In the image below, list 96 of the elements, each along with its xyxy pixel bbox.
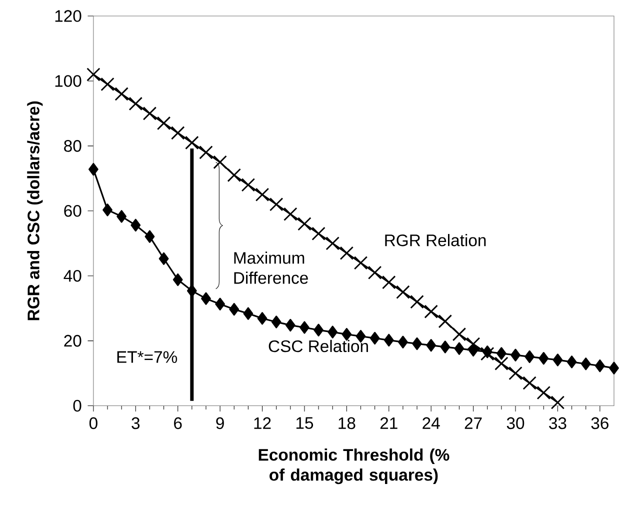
point bbox=[102, 204, 112, 216]
point bbox=[172, 273, 183, 286]
point bbox=[452, 328, 466, 342]
point bbox=[594, 360, 605, 372]
point bbox=[255, 188, 270, 202]
x-tick-label: 24 bbox=[422, 417, 440, 429]
point bbox=[185, 136, 199, 150]
point bbox=[410, 295, 424, 309]
point bbox=[144, 230, 155, 243]
point bbox=[494, 356, 508, 370]
point bbox=[257, 312, 268, 325]
point bbox=[440, 340, 450, 354]
point bbox=[466, 337, 480, 351]
x-tick-label: 12 bbox=[254, 417, 271, 429]
x-tick-label: 3 bbox=[132, 417, 140, 430]
y-tick-label: 40 bbox=[64, 270, 82, 282]
point bbox=[300, 321, 310, 334]
point bbox=[482, 346, 492, 358]
point bbox=[213, 155, 227, 170]
point bbox=[426, 339, 436, 352]
point bbox=[229, 303, 240, 316]
point bbox=[130, 218, 141, 232]
point bbox=[285, 318, 296, 332]
point bbox=[312, 226, 326, 241]
point bbox=[522, 376, 536, 390]
x-tick-label: 0 bbox=[89, 417, 98, 430]
y-tick-label: 20 bbox=[64, 334, 82, 347]
point bbox=[566, 356, 577, 368]
y-tick-label: 100 bbox=[55, 75, 82, 87]
point bbox=[382, 276, 396, 290]
x-tick-label: 18 bbox=[338, 417, 356, 430]
point bbox=[201, 292, 211, 305]
series-label: RGR Relation bbox=[385, 234, 486, 246]
y-axis-title: RGR and CSC (dollars/acre) bbox=[27, 101, 43, 320]
point bbox=[142, 106, 157, 120]
y-tick-label: 80 bbox=[64, 140, 82, 152]
point bbox=[368, 266, 382, 280]
point bbox=[241, 178, 256, 192]
point bbox=[215, 298, 225, 311]
point bbox=[496, 347, 506, 360]
y-tick-label: 120 bbox=[55, 10, 82, 22]
x-tick-label: 30 bbox=[506, 417, 524, 430]
x-tick-label: 6 bbox=[174, 417, 182, 430]
point bbox=[116, 210, 127, 223]
point bbox=[298, 217, 312, 231]
point bbox=[396, 285, 410, 300]
point bbox=[536, 386, 551, 400]
point bbox=[199, 146, 213, 160]
point bbox=[510, 348, 520, 362]
point bbox=[158, 252, 169, 266]
x-tick-label: 21 bbox=[380, 417, 398, 429]
x-tick-label: 15 bbox=[296, 417, 314, 429]
point bbox=[398, 336, 408, 349]
point bbox=[271, 316, 282, 328]
point bbox=[538, 352, 549, 365]
x-tick-label: 9 bbox=[216, 417, 224, 430]
point bbox=[86, 68, 100, 82]
point bbox=[609, 362, 619, 374]
point bbox=[100, 77, 114, 92]
y-tick-label: 60 bbox=[64, 205, 82, 217]
x-tick-label: 27 bbox=[464, 417, 482, 429]
point bbox=[128, 96, 143, 111]
point bbox=[186, 284, 197, 298]
y-tick-label: 0 bbox=[73, 400, 82, 412]
point bbox=[524, 350, 535, 364]
point bbox=[424, 304, 438, 319]
point bbox=[480, 346, 494, 361]
point bbox=[88, 163, 98, 176]
point bbox=[340, 246, 354, 260]
point bbox=[269, 198, 284, 212]
ref-line-label: ET*=7% bbox=[117, 351, 178, 363]
point bbox=[354, 256, 368, 270]
x-tick-label: 36 bbox=[591, 417, 608, 430]
x-axis-title: Economic Threshold (% of damaged squares) bbox=[258, 448, 450, 484]
point bbox=[384, 334, 394, 347]
point bbox=[468, 344, 478, 357]
point bbox=[438, 314, 452, 328]
point bbox=[550, 396, 565, 410]
point bbox=[454, 342, 464, 355]
point bbox=[284, 207, 298, 222]
point bbox=[114, 87, 128, 101]
point bbox=[580, 358, 591, 370]
point bbox=[326, 236, 340, 250]
point bbox=[412, 337, 422, 350]
point bbox=[508, 366, 522, 380]
point bbox=[370, 332, 380, 345]
point bbox=[170, 126, 185, 140]
point bbox=[314, 324, 324, 336]
annotation: Maximum Difference bbox=[234, 252, 308, 284]
x-tick-label: 33 bbox=[549, 417, 566, 430]
point bbox=[328, 326, 338, 338]
point bbox=[243, 307, 254, 320]
point bbox=[227, 168, 241, 182]
point bbox=[156, 116, 171, 130]
point bbox=[552, 354, 563, 366]
series-label: CSC Relation bbox=[268, 340, 368, 352]
